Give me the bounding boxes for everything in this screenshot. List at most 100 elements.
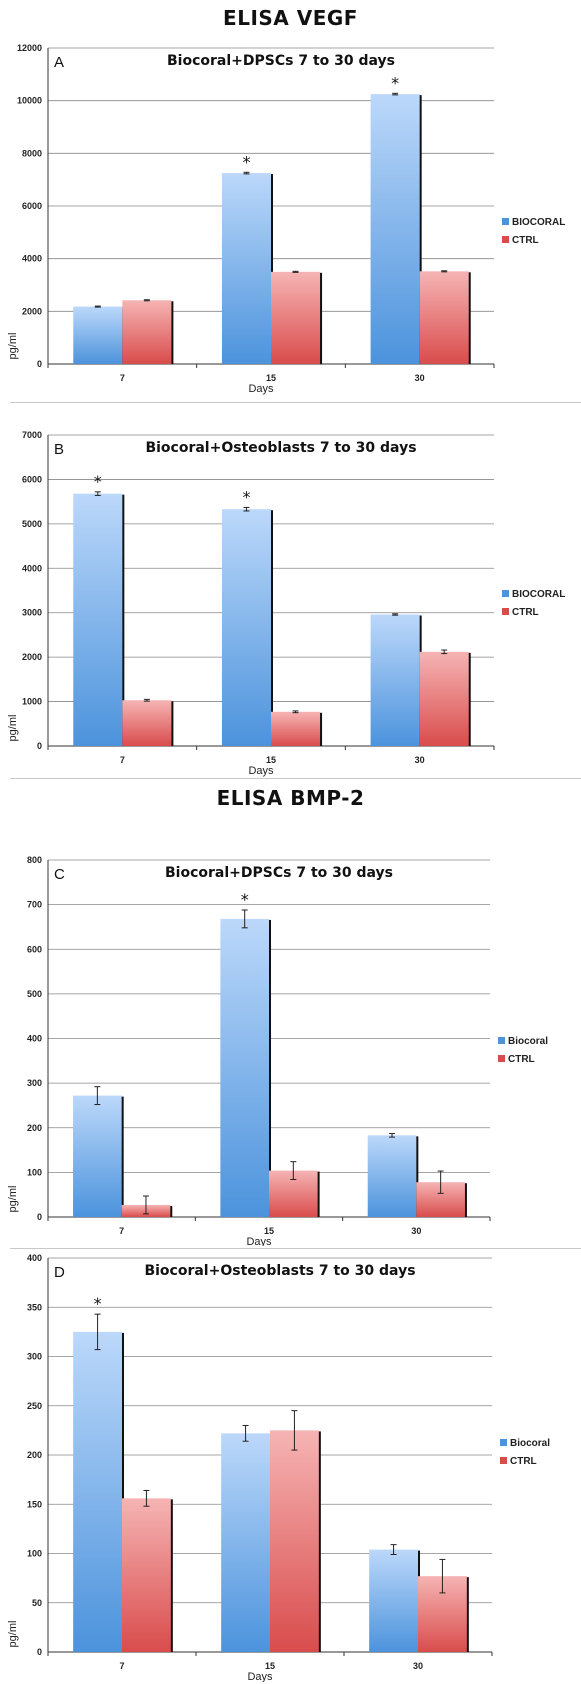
x-tick-label: 7 [120,755,125,765]
legend-label: CTRL [510,1456,537,1467]
bar-biocoral-15 [221,173,271,364]
section-title-vegf: ELISA VEGF [223,6,358,30]
bar-ctrl-15 [271,271,321,364]
significance-star: * [242,152,250,171]
bar-ctrl-30 [419,271,469,364]
x-tick-label: 15 [266,755,276,765]
y-tick-label: 200 [27,1123,42,1133]
y-tick-label: 8000 [22,148,42,158]
panel-letter: A [54,54,64,71]
chart-title: Biocoral+DPSCs 7 to 30 days [167,53,395,69]
legend-swatch [502,218,509,225]
x-tick-label: 30 [413,1661,423,1671]
panel-letter: D [54,1264,65,1281]
bar-biocoral-30 [369,1549,418,1652]
bar-ctrl-7 [122,700,172,746]
legend-swatch [502,236,509,243]
y-tick-label: 250 [27,1401,42,1411]
bar-ctrl-7 [122,1498,171,1652]
y-tick-label: 150 [27,1499,42,1509]
chart-svg: 0 2000 4000 6000 8000 10000 12000 7 15 * 30 * Biocor… [7,43,565,395]
x-axis-title: Days [247,1671,273,1682]
bar-biocoral-15 [220,918,269,1217]
chart-panel-d: 0 50 100 150 200 250 300 350 400 7 * 15 30 Biocoral+O… [0,1250,581,1682]
chart-svg: 0 1000 2000 3000 4000 5000 6000 7000 7 * 15 * 30 Bioc… [7,430,565,777]
legend-label: CTRL [512,235,539,246]
bar-ctrl-30 [419,651,469,746]
chart-title: Biocoral+Osteoblasts 7 to 30 days [144,1263,415,1279]
bar-biocoral-7 [73,493,123,746]
bar-biocoral-15 [221,509,271,746]
y-axis-title: pg/ml [7,1621,19,1648]
y-tick-label: 2000 [22,652,42,662]
y-tick-label: 5000 [22,519,42,529]
y-axis-title: pg/ml [7,333,19,360]
x-tick-label: 30 [411,1226,421,1236]
y-axis-title: pg/ml [7,1186,19,1213]
x-tick-label: 7 [120,373,125,383]
bar-biocoral-7 [73,1331,122,1652]
x-tick-label: 15 [266,373,276,383]
legend-label: BIOCORAL [512,217,565,228]
y-tick-label: 50 [32,1598,42,1608]
x-tick-label: 15 [265,1661,275,1671]
y-tick-label: 500 [27,989,42,999]
y-tick-label: 2000 [22,306,42,316]
x-tick-label: 7 [119,1226,124,1236]
significance-star: * [242,487,250,506]
y-tick-label: 4000 [22,254,42,264]
legend-swatch [500,1457,507,1464]
x-tick-label: 7 [119,1661,124,1671]
x-tick-label: 30 [415,373,425,383]
separator [10,778,581,779]
y-tick-label: 3000 [22,608,42,618]
y-tick-label: 1000 [22,697,42,707]
legend-label: BIOCORAL [512,589,565,600]
legend-swatch [498,1037,505,1044]
chart-panel-a: 0 2000 4000 6000 8000 10000 12000 7 15 * 30 * Biocor… [0,38,581,400]
y-tick-label: 0 [37,741,42,751]
y-tick-label: 100 [27,1167,42,1177]
y-tick-label: 700 [27,900,42,910]
bar-biocoral-15 [221,1433,270,1652]
y-tick-label: 600 [27,944,42,954]
chart-title: Biocoral+DPSCs 7 to 30 days [165,865,393,881]
chart-panel-b: 0 1000 2000 3000 4000 5000 6000 7000 7 * 15 * 30 Bioc… [0,425,581,777]
significance-star: * [241,890,249,909]
y-tick-label: 400 [27,1034,42,1044]
y-tick-label: 10000 [17,96,42,106]
y-tick-label: 350 [27,1302,42,1312]
y-tick-label: 0 [37,1212,42,1222]
y-tick-label: 300 [27,1078,42,1088]
y-tick-label: 7000 [22,430,42,440]
legend-label: Biocoral [508,1036,548,1047]
significance-star: * [94,472,102,491]
significance-star: * [391,73,399,92]
panel-letter: B [54,441,64,458]
chart-svg: 0 100 200 300 400 500 600 700 800 7 15 * 30 Biocoral+… [7,855,548,1246]
bar-biocoral-30 [370,614,420,746]
separator [10,402,581,403]
chart-title: Biocoral+Osteoblasts 7 to 30 days [145,440,416,456]
x-axis-title: Days [246,1236,272,1246]
significance-star: * [94,1294,102,1313]
separator [10,1248,581,1249]
section-title-bmp2: ELISA BMP-2 [216,786,365,810]
bar-biocoral-30 [367,1135,417,1217]
y-tick-label: 200 [27,1450,42,1460]
y-tick-label: 0 [37,359,42,369]
legend-swatch [502,590,509,597]
y-tick-label: 300 [27,1352,42,1362]
x-axis-title: Days [248,765,274,777]
x-axis-title: Days [248,383,274,395]
y-tick-label: 0 [37,1647,42,1657]
legend-label: CTRL [508,1054,535,1065]
y-tick-label: 12000 [17,43,42,53]
y-tick-label: 400 [27,1253,42,1263]
x-tick-label: 30 [415,755,425,765]
y-tick-label: 6000 [22,474,42,484]
y-axis-title: pg/ml [7,715,19,742]
y-tick-label: 100 [27,1549,42,1559]
bar-ctrl-7 [122,300,172,364]
bar-biocoral-7 [73,1095,122,1217]
